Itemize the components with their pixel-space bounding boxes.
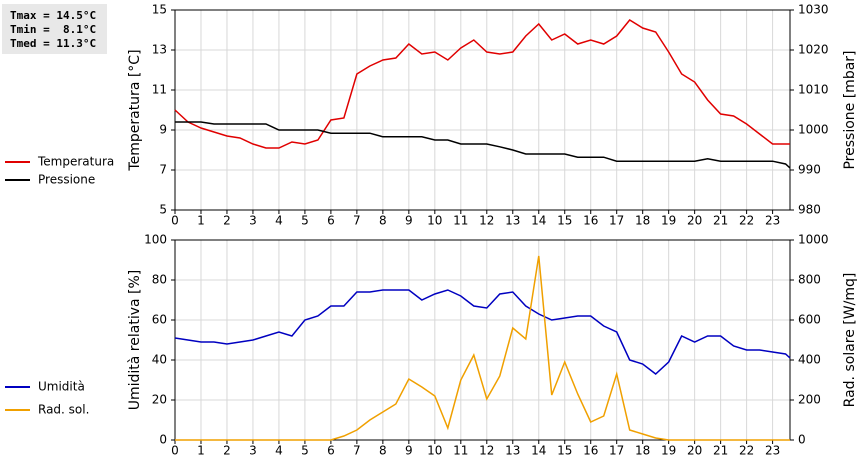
y-axis-label: Temperatura [°C] xyxy=(127,49,143,171)
x-tick-label: 23 xyxy=(765,214,780,228)
y2-tick-label: 800 xyxy=(798,273,821,287)
y2-axis-label: Pressione [mbar] xyxy=(842,50,858,169)
y-axis-label: Umidità relativa [%] xyxy=(127,270,143,411)
y2-tick-label: 1010 xyxy=(798,83,829,97)
y2-tick-label: 1000 xyxy=(798,123,829,137)
y2-axis-label: Rad. solare [W/mq] xyxy=(842,273,858,408)
x-tick-label: 17 xyxy=(609,444,624,458)
x-tick-label: 23 xyxy=(765,444,780,458)
y2-tick-label: 990 xyxy=(798,163,821,177)
legend-label: Umidità xyxy=(38,380,85,394)
plot-frame xyxy=(174,9,791,211)
x-tick-label: 21 xyxy=(713,214,728,228)
x-tick-label: 8 xyxy=(379,444,387,458)
series-line xyxy=(175,255,790,441)
y-tick-label: 15 xyxy=(152,3,167,17)
x-tick-label: 19 xyxy=(661,214,676,228)
series-line xyxy=(175,121,791,169)
stat: Tmax = 14.5°C xyxy=(10,9,96,22)
y2-tick-label: 0 xyxy=(798,433,806,447)
x-tick-label: 20 xyxy=(687,444,702,458)
stat: Tmin = 8.1°C xyxy=(10,23,96,36)
y-tick-label: 11 xyxy=(152,83,167,97)
x-tick-label: 22 xyxy=(739,214,754,228)
y-tick-label: 0 xyxy=(159,433,167,447)
x-tick-label: 5 xyxy=(301,444,309,458)
x-tick-label: 3 xyxy=(249,444,257,458)
x-tick-label: 11 xyxy=(453,444,468,458)
x-tick-label: 5 xyxy=(301,214,309,228)
x-tick-label: 13 xyxy=(505,444,520,458)
x-tick-label: 6 xyxy=(327,214,335,228)
x-tick-label: 19 xyxy=(661,444,676,458)
x-tick-label: 18 xyxy=(635,444,650,458)
x-tick-label: 13 xyxy=(505,214,520,228)
y2-tick-label: 1030 xyxy=(798,3,829,17)
plot-frame xyxy=(174,239,791,441)
y2-tick-label: 200 xyxy=(798,393,821,407)
x-tick-label: 8 xyxy=(379,214,387,228)
y-tick-label: 80 xyxy=(152,273,167,287)
legend-label: Rad. sol. xyxy=(38,403,89,417)
x-tick-label: 20 xyxy=(687,214,702,228)
x-tick-label: 17 xyxy=(609,214,624,228)
x-tick-label: 0 xyxy=(171,214,179,228)
y2-tick-label: 1000 xyxy=(798,233,829,247)
x-tick-label: 12 xyxy=(479,444,494,458)
x-tick-label: 11 xyxy=(453,214,468,228)
y2-tick-label: 980 xyxy=(798,203,821,217)
x-tick-label: 18 xyxy=(635,214,650,228)
x-tick-label: 9 xyxy=(405,444,413,458)
x-tick-label: 16 xyxy=(583,214,598,228)
x-tick-label: 9 xyxy=(405,214,413,228)
y-tick-label: 20 xyxy=(152,393,167,407)
legend-label: Temperatura xyxy=(37,155,114,169)
series-line xyxy=(174,19,790,149)
x-tick-label: 3 xyxy=(249,214,257,228)
y-tick-label: 5 xyxy=(159,203,167,217)
stat: Tmed = 11.3°C xyxy=(10,37,96,50)
x-tick-label: 14 xyxy=(531,444,546,458)
x-tick-label: 1 xyxy=(197,214,205,228)
x-tick-label: 16 xyxy=(583,444,598,458)
y-tick-label: 40 xyxy=(152,353,167,367)
x-tick-label: 10 xyxy=(427,214,442,228)
y-tick-label: 13 xyxy=(152,43,167,57)
y-tick-label: 7 xyxy=(159,163,167,177)
legend-label: Pressione xyxy=(38,173,95,187)
x-tick-label: 12 xyxy=(479,214,494,228)
x-tick-label: 22 xyxy=(739,444,754,458)
x-tick-label: 4 xyxy=(275,444,283,458)
y-tick-label: 100 xyxy=(144,233,167,247)
series-line xyxy=(174,289,791,375)
x-tick-label: 7 xyxy=(353,214,361,228)
y2-tick-label: 600 xyxy=(798,313,821,327)
x-tick-label: 7 xyxy=(353,444,361,458)
x-tick-label: 1 xyxy=(197,444,205,458)
x-tick-label: 15 xyxy=(557,214,572,228)
y-tick-label: 9 xyxy=(159,123,167,137)
x-tick-label: 14 xyxy=(531,214,546,228)
x-tick-label: 2 xyxy=(223,444,231,458)
x-tick-label: 10 xyxy=(427,444,442,458)
x-tick-label: 2 xyxy=(223,214,231,228)
y-tick-label: 60 xyxy=(152,313,167,327)
x-tick-label: 21 xyxy=(713,444,728,458)
stats-box xyxy=(2,4,107,54)
x-tick-label: 15 xyxy=(557,444,572,458)
y2-tick-label: 400 xyxy=(798,353,821,367)
x-tick-label: 4 xyxy=(275,214,283,228)
x-tick-label: 6 xyxy=(327,444,335,458)
x-tick-label: 0 xyxy=(171,444,179,458)
y2-tick-label: 1020 xyxy=(798,43,829,57)
